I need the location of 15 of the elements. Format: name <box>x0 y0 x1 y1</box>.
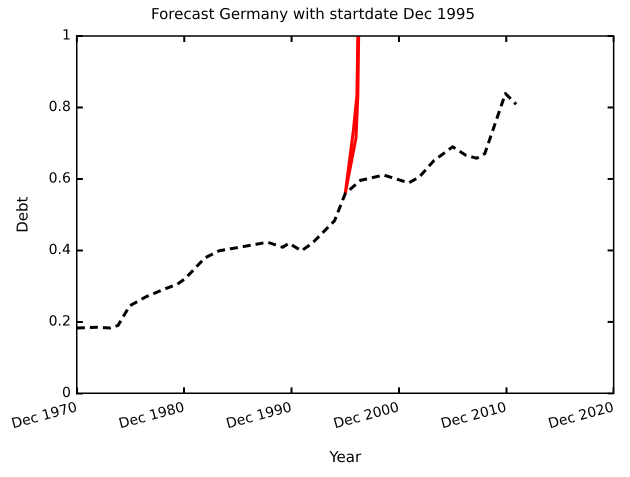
x-tick-label: Dec 2000 <box>332 399 401 432</box>
y-tick-label: 1 <box>62 28 71 44</box>
y-tick-label: 0 <box>62 385 71 402</box>
x-tick-label: Dec 1980 <box>117 399 186 432</box>
x-tick-label: Dec 1970 <box>10 399 79 432</box>
x-tick-label: Dec 2020 <box>546 399 616 432</box>
y-tick-label: 0.8 <box>48 99 71 116</box>
x-axis-title: Year <box>328 448 362 466</box>
y-tick-label: 0.4 <box>48 242 71 258</box>
y-axis-title: Debt <box>14 196 32 233</box>
x-tick-label: Dec 1990 <box>224 399 294 432</box>
x-tick-label: Dec 2010 <box>439 399 508 432</box>
y-tick-label: 0.6 <box>48 170 71 187</box>
y-tick-label: 0.2 <box>48 314 71 330</box>
chart-title: Forecast Germany with startdate Dec 1995 <box>150 4 476 23</box>
